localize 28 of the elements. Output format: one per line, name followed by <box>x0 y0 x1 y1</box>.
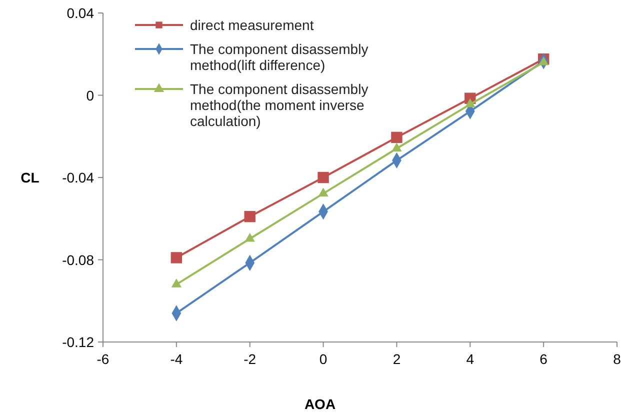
x-axis-title: AOA <box>304 396 336 412</box>
point <box>318 188 328 196</box>
x-tick-label: -6 <box>96 351 110 367</box>
x-tick-label: -2 <box>244 351 256 367</box>
y-tick-label: 0 <box>86 87 94 104</box>
x-tick-label: 2 <box>392 351 401 367</box>
point <box>392 142 402 152</box>
x-tick-label: 0 <box>319 351 328 367</box>
y-tick-label: -0.12 <box>62 334 94 350</box>
legend-label: direct measurement <box>190 17 314 33</box>
x-tick-label: 4 <box>466 351 474 367</box>
point <box>171 278 182 288</box>
point <box>318 172 329 184</box>
legend-label: The component disassembly method(lift difference) <box>190 41 368 73</box>
y-axis-title: CL <box>20 170 40 186</box>
y-tick-label: -0.04 <box>62 170 94 186</box>
point <box>465 98 476 108</box>
y-tick-label: 0.04 <box>66 5 94 21</box>
point <box>170 252 182 264</box>
x-tick-label: 6 <box>540 351 548 367</box>
point <box>391 132 402 144</box>
y-tick-label: -0.08 <box>62 252 94 268</box>
point <box>538 56 549 66</box>
x-tick-label: 8 <box>613 351 621 367</box>
x-tick-label: -4 <box>170 351 183 367</box>
legend-label: The component disassembly method(the moment inverse calculation) <box>190 81 368 129</box>
point <box>244 210 256 222</box>
point <box>244 232 255 242</box>
